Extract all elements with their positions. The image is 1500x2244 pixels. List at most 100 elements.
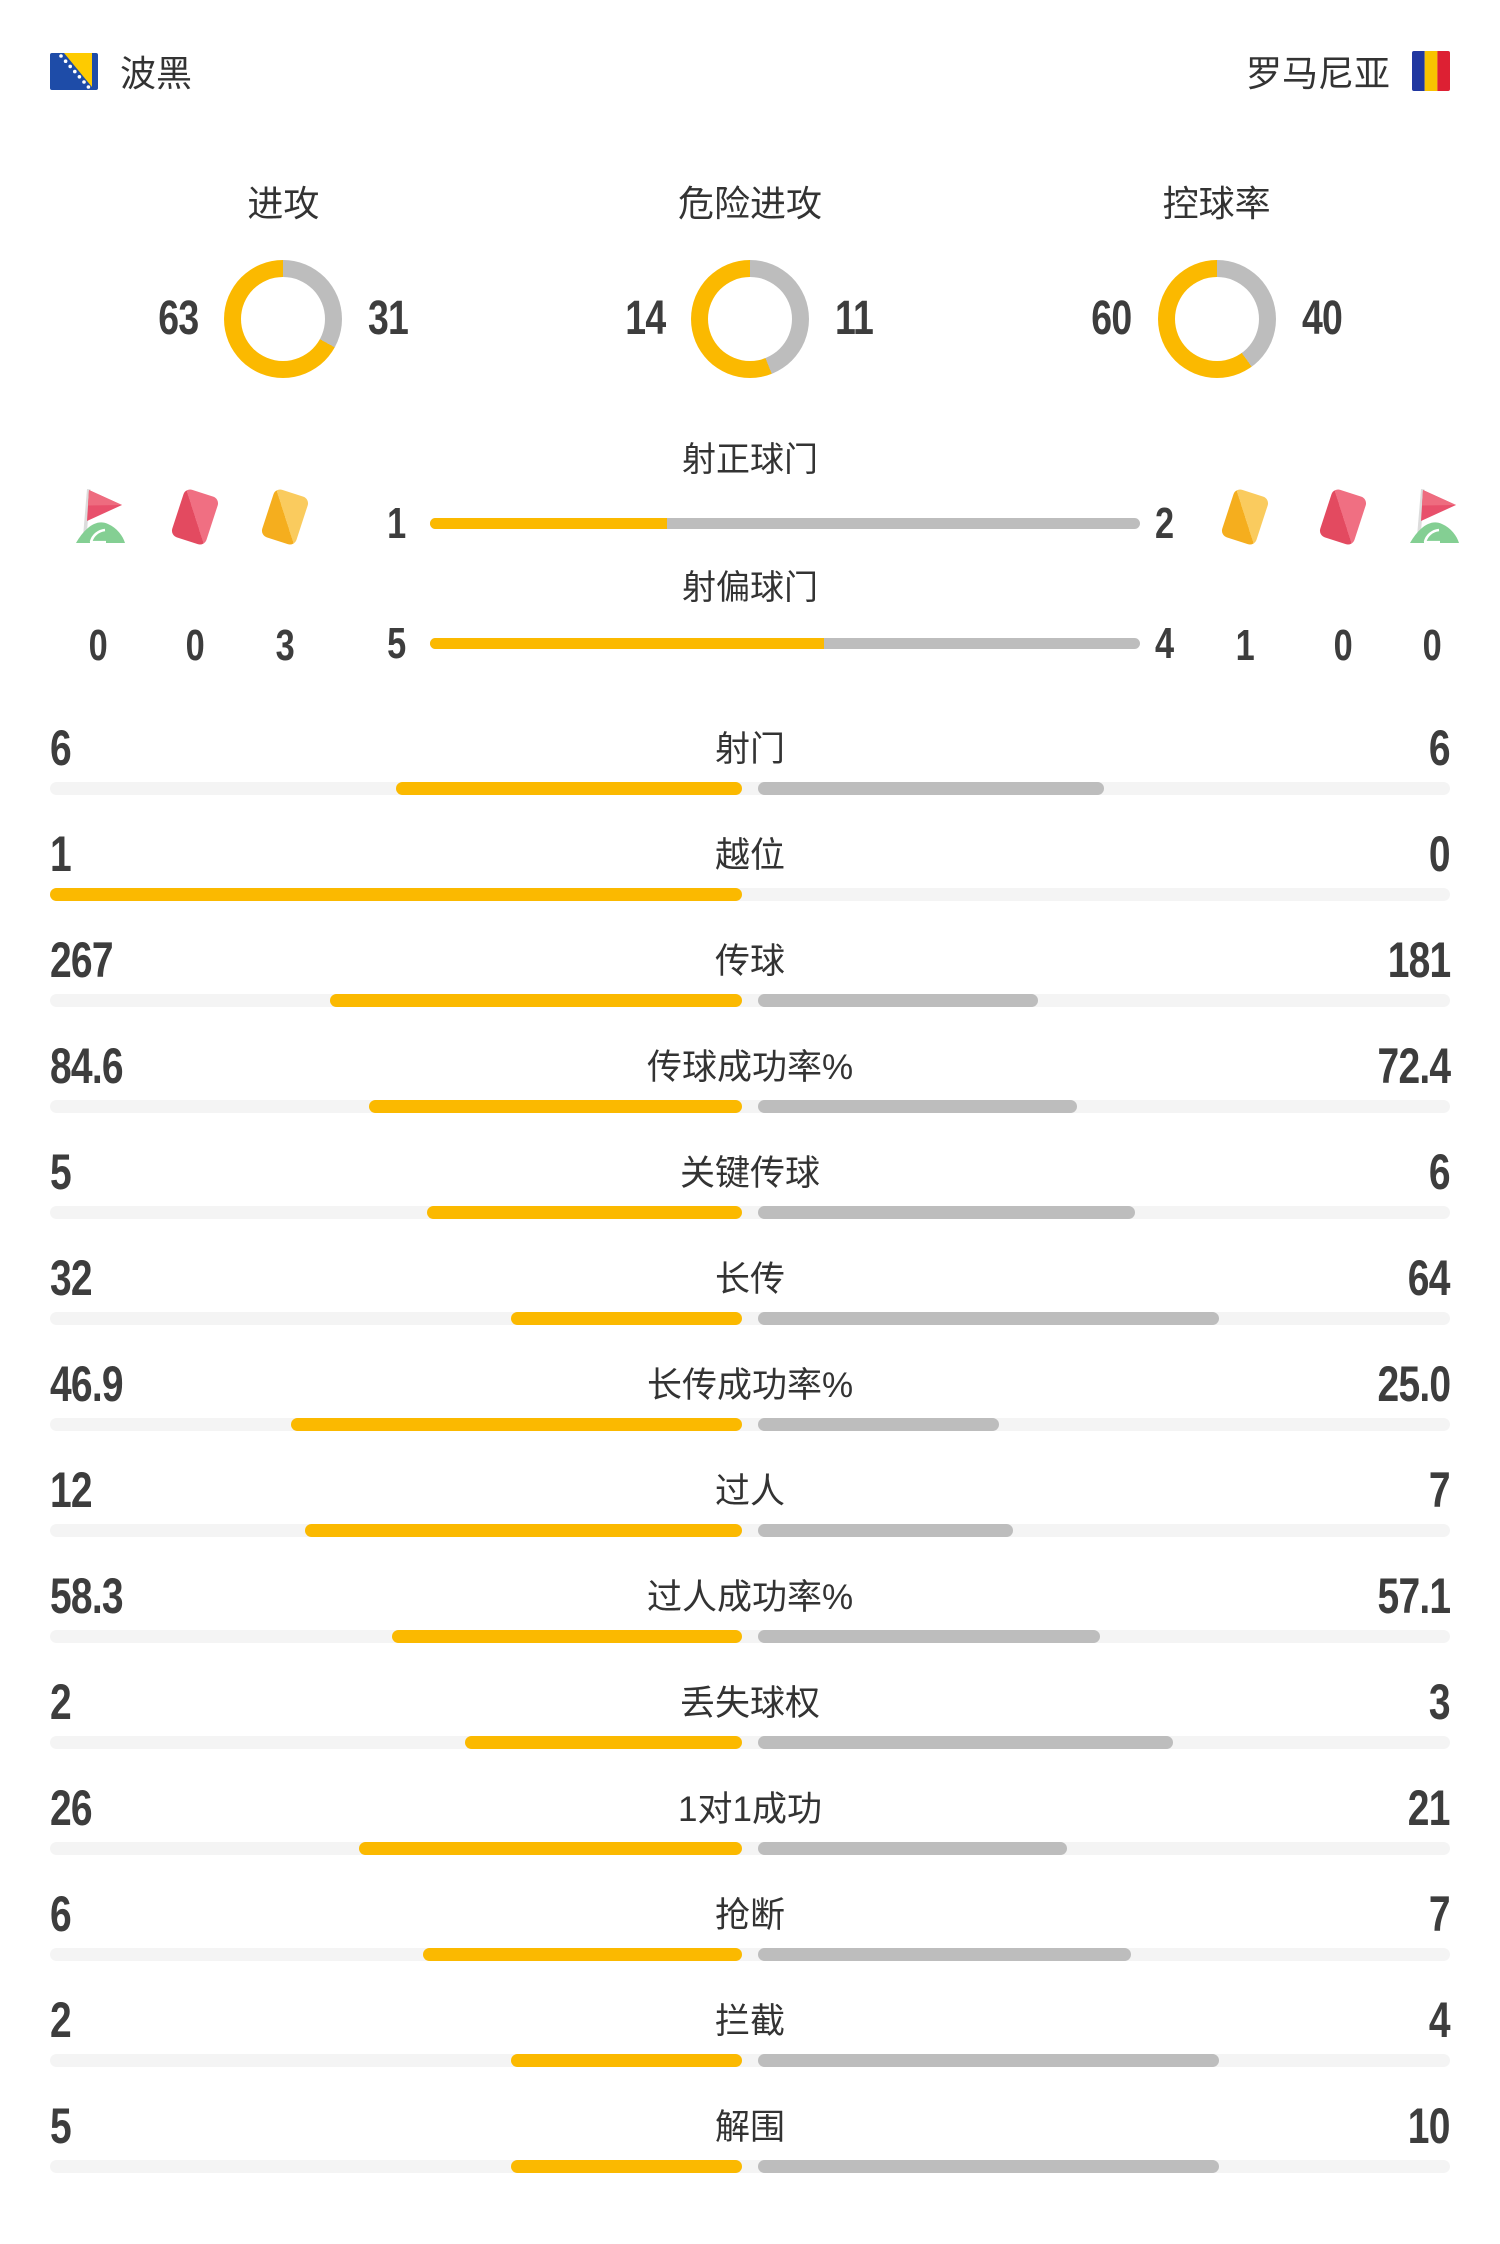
stat-bar-home [511, 1312, 742, 1325]
stat-bar-away [758, 1948, 1131, 1961]
home-team-name: 波黑 [120, 53, 193, 94]
stat-bar-track [50, 2160, 1450, 2173]
stat-bar-home [304, 1524, 742, 1537]
stat-row-dribbles: 12 过人 7 [50, 1450, 1451, 1556]
match-stats-page: 波黑 罗马尼亚 进攻 63 31 危险进攻 14 11 [50, 0, 1459, 2192]
stat-home-value: 84.6 [50, 1038, 124, 1094]
shots-off-target-bar-home [430, 638, 825, 649]
donut-away-value: 11 [835, 292, 874, 345]
attacks-donut-chart [224, 260, 343, 378]
stat-row-key-passes: 5 关键传球 6 [50, 1132, 1451, 1238]
stat-bar-away [758, 994, 1038, 1007]
stat-away-value: 10 [1408, 2098, 1451, 2154]
stat-label: 射门 [714, 730, 785, 769]
shots-section: 射正球门 射偏球门 1 2 5 4 [50, 440, 1459, 692]
stat-bar-away [758, 1312, 1220, 1325]
stat-away-value: 64 [1408, 1250, 1451, 1306]
yellow-card-icon [1220, 487, 1270, 547]
stat-bar-away [758, 1206, 1136, 1219]
stat-bar-track [50, 1842, 1450, 1855]
stat-bar-track [50, 1100, 1450, 1113]
away-team-name: 罗马尼亚 [1245, 53, 1390, 94]
stat-row-pass-accuracy: 84.6 传球成功率% 72.4 [50, 1026, 1451, 1132]
stat-bar-home [50, 888, 742, 901]
away-team[interactable]: 罗马尼亚 [1246, 45, 1450, 97]
donut-section: 进攻 63 31 危险进攻 14 11 控球率 60 40 [50, 182, 1450, 378]
stat-row-clearances: 5 解围 10 [50, 2086, 1451, 2192]
stat-bar-home [369, 1100, 742, 1113]
donut-home-value: 60 [1091, 292, 1133, 345]
header: 波黑 罗马尼亚 [50, 0, 1450, 96]
away-red-cards-count: 0 [1333, 621, 1353, 670]
stat-bar-home [511, 2160, 742, 2173]
stat-row-possession-lost: 2 丢失球权 3 [50, 1662, 1451, 1768]
shots-on-target-bar-home [430, 518, 667, 529]
stat-away-value: 57.1 [1377, 1568, 1451, 1624]
stat-bar-track [50, 1630, 1450, 1643]
stat-label: 拦截 [714, 2002, 785, 2041]
stat-bar-away [758, 1842, 1068, 1855]
home-yellow-cards-count: 3 [275, 621, 295, 670]
stat-home-value: 6 [50, 720, 72, 776]
stat-bar-track [50, 1312, 1450, 1325]
stat-home-value: 6 [50, 1886, 72, 1942]
stat-label: 解围 [714, 2108, 785, 2147]
donut-title: 控球率 [1162, 183, 1271, 224]
stat-bar-track [50, 782, 1450, 795]
stat-away-value: 7 [1429, 1462, 1451, 1518]
home-corner-flag-slot [58, 484, 138, 550]
stat-home-value: 1 [50, 826, 72, 882]
stat-away-value: 72.4 [1377, 1038, 1451, 1094]
stat-bar-track [50, 1524, 1450, 1537]
shots-on-target-away: 2 [1155, 499, 1174, 548]
yellow-card-icon [260, 487, 310, 547]
donut-title: 进攻 [247, 183, 320, 224]
stat-away-value: 6 [1429, 720, 1451, 776]
stat-bar-away [758, 2160, 1220, 2173]
shots-off-target-home: 5 [386, 619, 406, 668]
stat-bar-away [758, 1100, 1078, 1113]
away-yellow-cards-count: 1 [1235, 621, 1255, 670]
stat-away-value: 3 [1429, 1674, 1451, 1730]
stat-bar-away [758, 1418, 999, 1431]
donut-away-value: 40 [1301, 292, 1343, 345]
stat-row-passes: 267 传球 181 [50, 920, 1451, 1026]
donut-home-value: 63 [158, 292, 199, 345]
stat-bar-track [50, 888, 1450, 901]
stat-away-value: 25.0 [1377, 1356, 1451, 1412]
stat-label: 越位 [714, 836, 785, 875]
stat-home-value: 5 [50, 1144, 72, 1200]
shots-on-target-home: 1 [386, 499, 406, 548]
stat-label: 丢失球权 [679, 1684, 820, 1723]
stat-away-value: 0 [1429, 826, 1451, 882]
stat-row-dribble-success: 58.3 过人成功率% 57.1 [50, 1556, 1451, 1662]
stat-bar-home [359, 1842, 742, 1855]
stat-label: 关键传球 [679, 1154, 820, 1193]
stat-bar-track [50, 1736, 1450, 1749]
stat-bar-home [392, 1630, 742, 1643]
home-red-card-slot [155, 484, 235, 550]
stat-home-value: 32 [50, 1250, 93, 1306]
donut-away-value: 31 [368, 292, 409, 345]
stat-bar-home [511, 2054, 742, 2067]
stat-bar-away [758, 1736, 1174, 1749]
stat-home-value: 58.3 [50, 1568, 124, 1624]
stat-away-value: 7 [1429, 1886, 1451, 1942]
away-yellow-card-slot [1205, 484, 1285, 550]
stat-bar-home [290, 1418, 742, 1431]
stat-home-value: 46.9 [50, 1356, 124, 1412]
stat-bar-track [50, 1206, 1450, 1219]
home-team[interactable]: 波黑 [50, 45, 192, 97]
home-corners-count: 0 [88, 621, 108, 670]
shots-on-target-bar [430, 518, 1140, 529]
stat-bar-track [50, 1948, 1450, 1961]
stat-label: 长传成功率% [646, 1366, 854, 1405]
corner-flag-icon [1410, 489, 1459, 544]
stat-home-value: 12 [50, 1462, 93, 1518]
corner-flag-icon [76, 489, 125, 544]
stat-row-tackles: 6 抢断 7 [50, 1874, 1451, 1980]
stat-row-offsides: 1 越位 0 [50, 814, 1451, 920]
stat-bar-away [758, 1524, 1013, 1537]
stat-bar-home [329, 994, 742, 1007]
stat-row-interceptions: 2 拦截 4 [50, 1980, 1451, 2086]
